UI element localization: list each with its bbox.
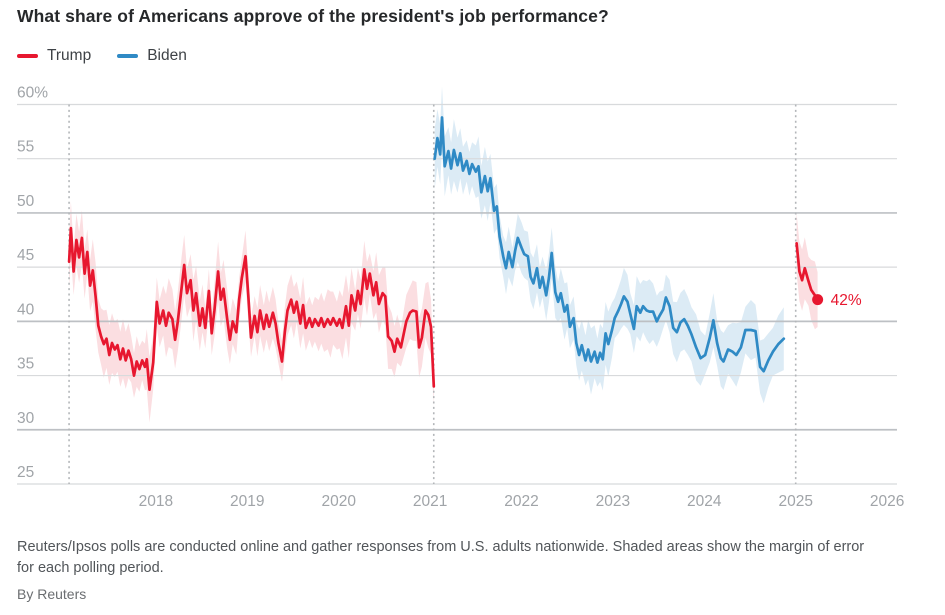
byline: By Reuters [17, 586, 87, 602]
legend-item-trump-label: Trump [47, 47, 92, 64]
series-line-biden [433, 116, 786, 373]
legend-item-trump: Trump [17, 47, 91, 65]
latest-value-label: 42% [831, 292, 862, 309]
y-tick-label-40: 40 [17, 301, 35, 318]
series-line-trump [67, 226, 436, 392]
legend-item-biden-label: Biden [147, 47, 187, 64]
x-tick-label-2022: 2022 [504, 493, 538, 510]
grid-layer: 60% 55 50 45 40 35 30 25 2018 2019 2020 2021 2022 202… [17, 84, 904, 510]
page-title: What share of Americans approve of the p… [17, 6, 609, 26]
y-tick-label-55: 55 [17, 139, 34, 156]
y-tick-label-45: 45 [17, 247, 34, 264]
x-tick-label-2023: 2023 [596, 493, 630, 510]
legend-item-biden: Biden [117, 47, 187, 65]
x-tick-label-2021: 2021 [413, 493, 447, 510]
latest-point-dot [812, 294, 824, 306]
x-tick-label-2020: 2020 [321, 493, 356, 510]
methodology-note: Reuters/Ipsos polls are conducted online… [17, 537, 925, 579]
y-tick-label-60: 60% [17, 84, 48, 101]
moe-band-biden [434, 86, 784, 404]
x-tick-label-2026: 2026 [870, 493, 904, 510]
y-tick-label-50: 50 [17, 193, 35, 210]
trump-line-swatch-icon [17, 54, 38, 58]
biden-line-swatch-icon [117, 54, 139, 58]
y-tick-label-35: 35 [17, 356, 34, 373]
annotation-layer: 42% [812, 292, 862, 309]
series-line-trump-2nd-term- [795, 241, 819, 302]
x-tick-label-2019: 2019 [230, 493, 264, 510]
x-tick-label-2025: 2025 [778, 493, 812, 510]
series-lines-layer [67, 116, 819, 392]
x-tick-label-2018: 2018 [139, 493, 173, 510]
moe-band-trump [69, 201, 434, 423]
y-tick-label-25: 25 [17, 464, 34, 481]
methodology-note-line2: for each polling period. [17, 560, 164, 576]
chart-legend: Trump Biden [17, 47, 187, 65]
x-tick-label-2024: 2024 [687, 493, 722, 510]
methodology-note-line1: Reuters/Ipsos polls are conducted online… [17, 539, 865, 555]
y-tick-label-30: 30 [17, 410, 35, 427]
